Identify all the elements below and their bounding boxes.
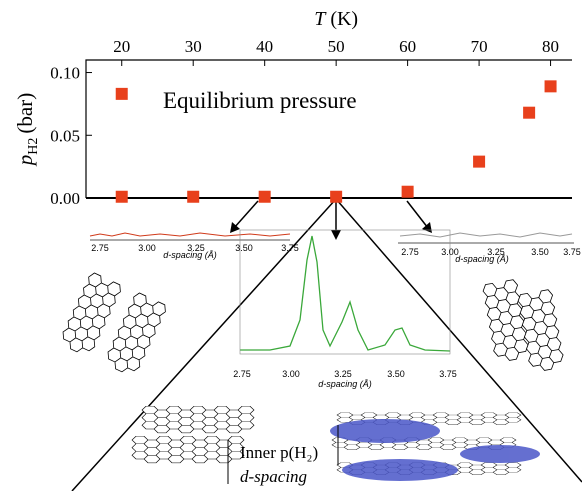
point <box>545 80 557 92</box>
inset-tick-label: 3.00 <box>282 369 300 379</box>
point <box>330 191 342 203</box>
inset-tick-label: 3.00 <box>138 243 156 253</box>
y-label-unit: (bar) <box>13 93 37 134</box>
point <box>259 191 271 203</box>
point <box>473 156 485 168</box>
inner-label: Inner p(H₂) <box>240 443 318 462</box>
sheet <box>482 279 530 363</box>
y-tick-label: 0.00 <box>50 189 80 208</box>
point <box>402 186 414 198</box>
x-axis-label: T (K) <box>314 8 358 30</box>
inset-tick-label: 3.75 <box>563 247 581 257</box>
x-tick-label: 70 <box>471 37 488 56</box>
inset-axis-label: d-spacing (Å) <box>455 254 509 264</box>
y-label-var: p <box>13 155 37 168</box>
axis-frame <box>86 60 572 198</box>
inset-axis-label: d-spacing (Å) <box>318 379 372 389</box>
x-tick-label: 80 <box>542 37 559 56</box>
point <box>187 191 199 203</box>
inset-tick-label: 3.50 <box>235 243 253 253</box>
x-tick-label: 20 <box>113 37 130 56</box>
spacing-label: d-spacing <box>240 467 307 486</box>
inset-tick-label: 2.75 <box>233 369 251 379</box>
x-tick-label: 50 <box>328 37 345 56</box>
y-tick-label: 0.05 <box>50 126 80 145</box>
arrow-heads <box>230 222 432 240</box>
inset-tick-label: 3.75 <box>439 369 457 379</box>
page: Inner p(H₂) d-spacing 20 30 40 50 60 70 80 0.00… <box>0 0 582 491</box>
hex-lattice <box>482 279 530 363</box>
x-tick-label: 30 <box>185 37 202 56</box>
point <box>116 191 128 203</box>
figure: Inner p(H₂) d-spacing 20 30 40 50 60 70 80 0.00… <box>0 0 582 491</box>
point <box>116 88 128 100</box>
inset-tick-label: 3.50 <box>387 369 405 379</box>
y-axis-label: pH2 (bar) <box>13 93 41 167</box>
inset-tick-label: 2.75 <box>91 243 109 253</box>
x-label-var: T <box>314 8 327 30</box>
y-tick-label: 0.10 <box>50 64 80 83</box>
inset-tick-label: 3.75 <box>281 243 299 253</box>
point <box>523 107 535 119</box>
y-label-sub: H2 <box>26 138 41 155</box>
annotation: Equilibrium pressure <box>163 88 357 113</box>
sheet <box>142 406 254 433</box>
x-tick-label: 40 <box>256 37 273 56</box>
hex-lattice <box>142 406 254 433</box>
sheet <box>132 436 244 463</box>
inset-tick-label: 3.25 <box>334 369 352 379</box>
inset-tick-label: 3.50 <box>531 247 549 257</box>
inset-tick-label: 2.75 <box>401 247 419 257</box>
inset-axis-label: d-spacing (Å) <box>163 250 217 260</box>
x-label-unit: (K) <box>330 8 358 30</box>
spectrum-left <box>90 233 290 236</box>
hex-lattice <box>132 436 244 463</box>
x-tick-label: 60 <box>399 37 416 56</box>
spectrum-right <box>400 233 572 237</box>
